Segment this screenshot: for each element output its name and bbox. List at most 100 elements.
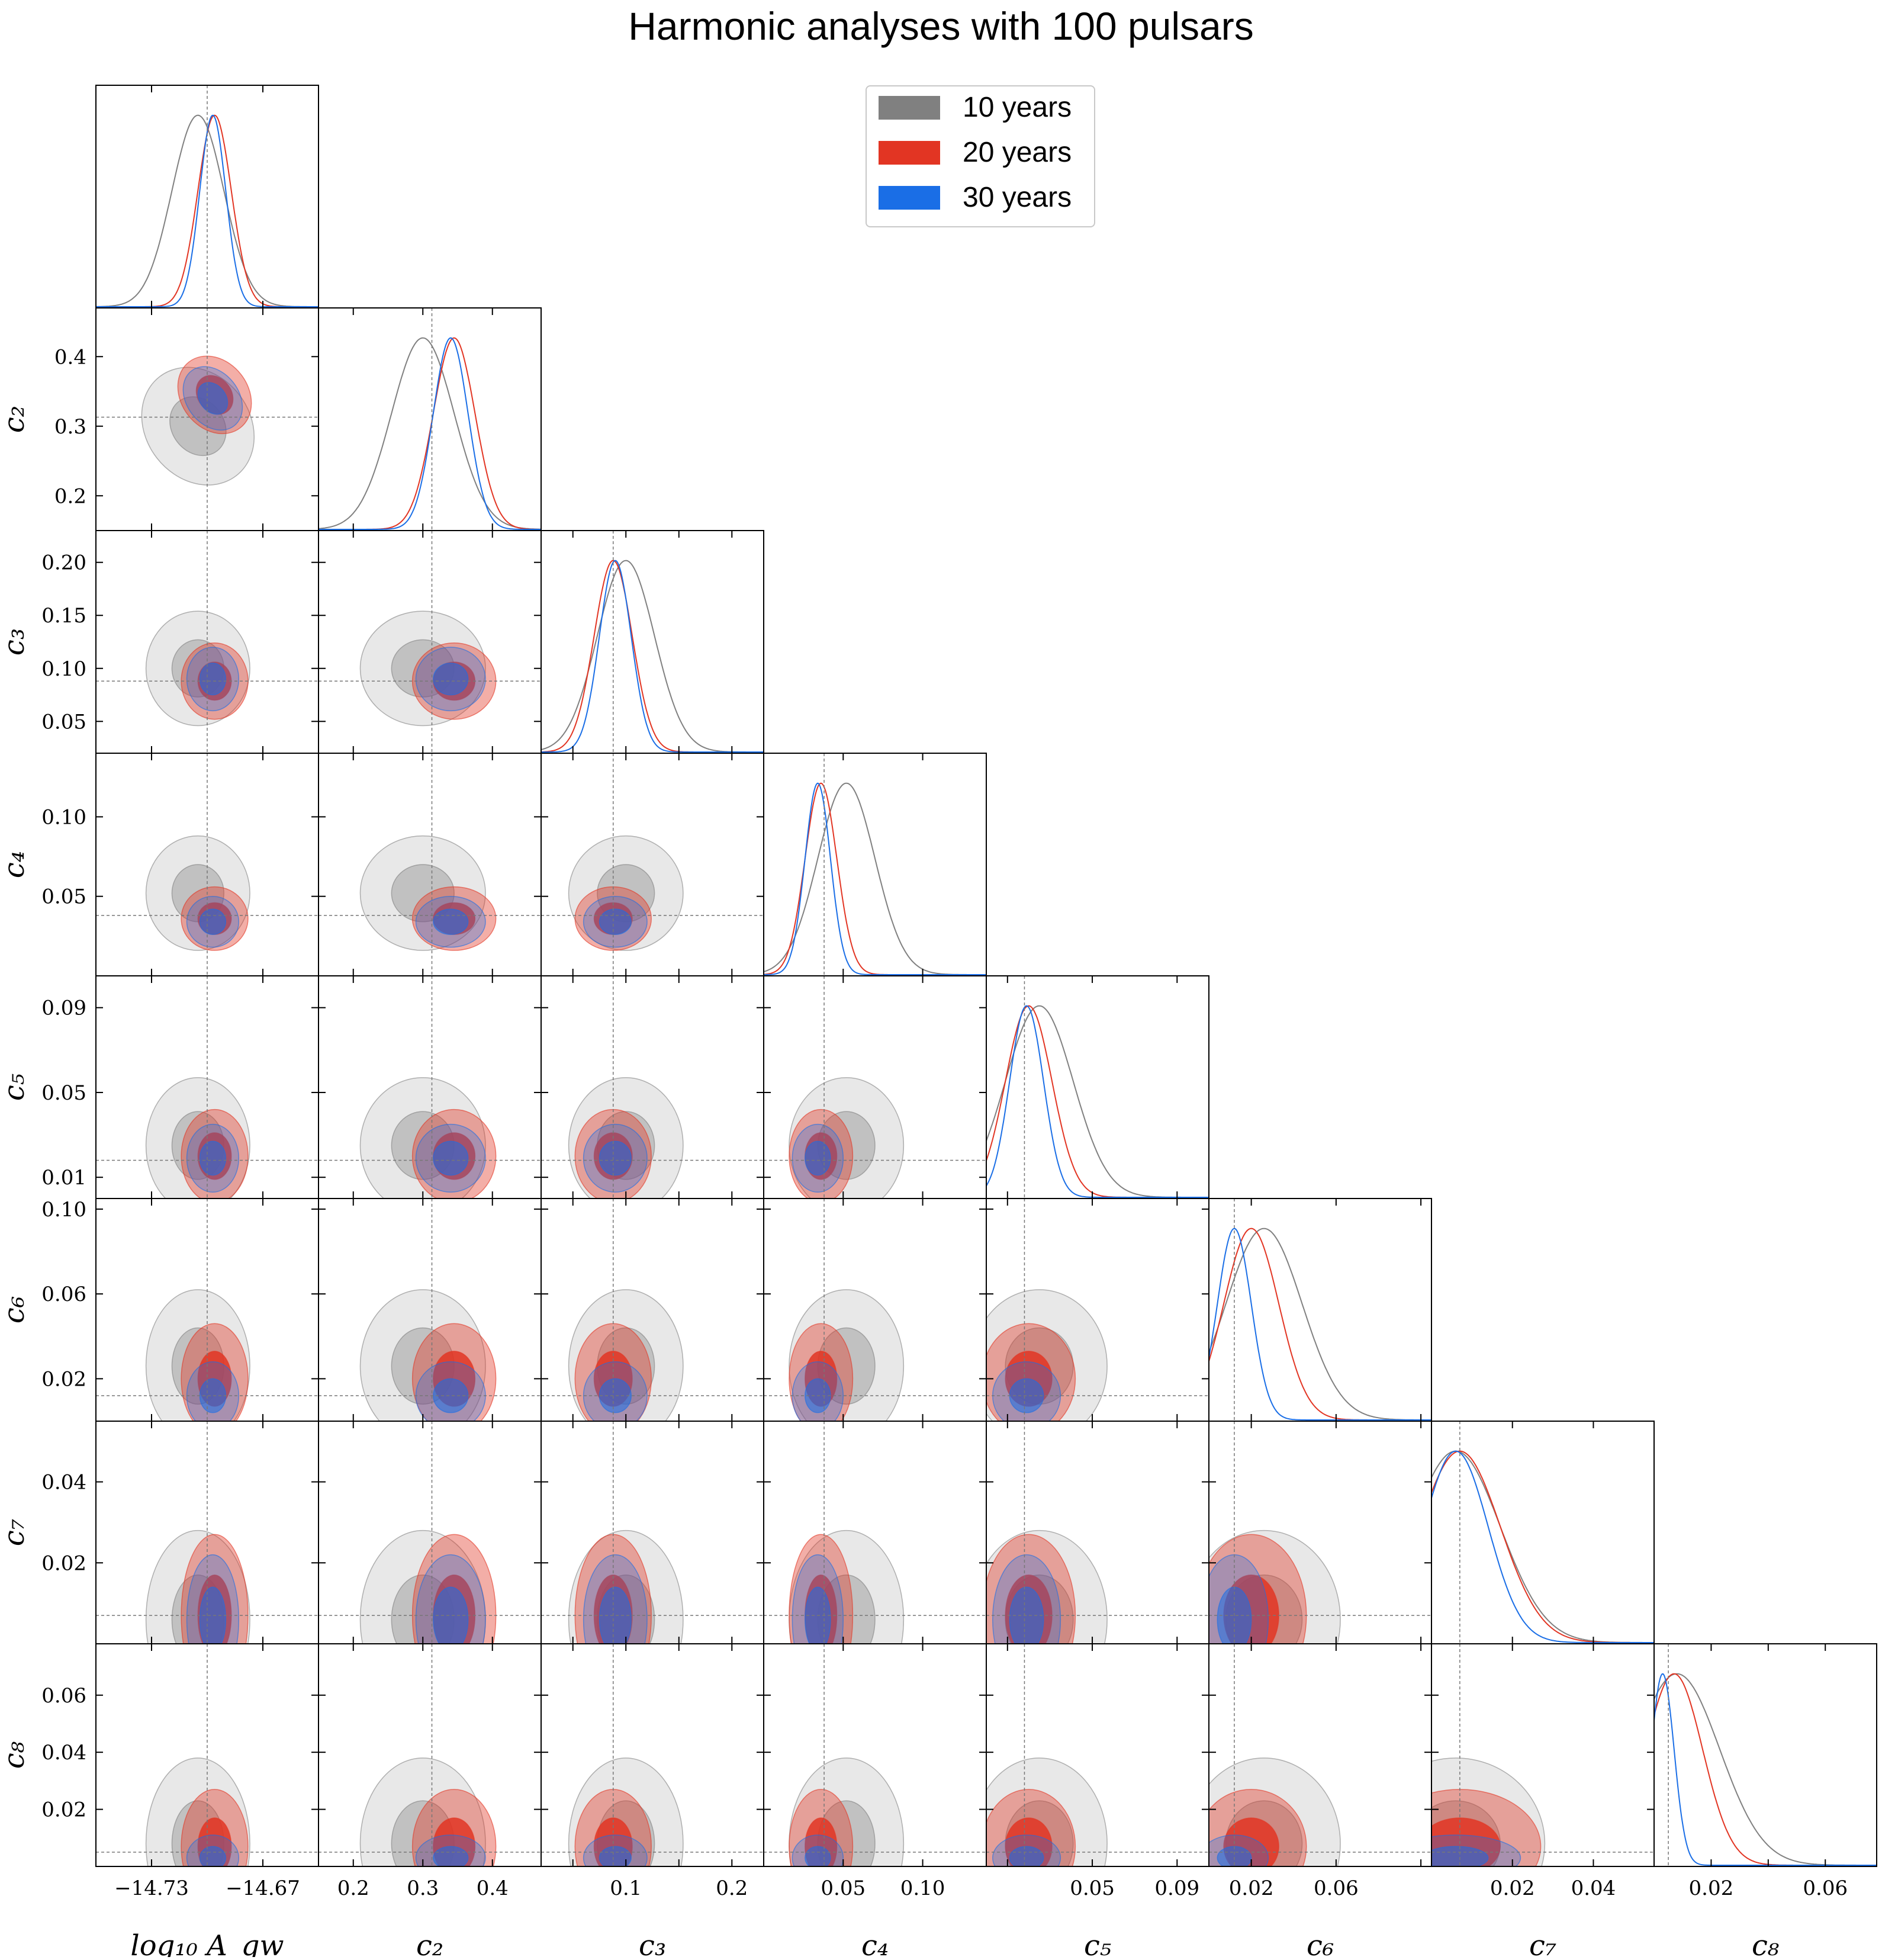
contour-30-years-68-log10_A_gw-c5 [199, 1140, 227, 1176]
panel-c4-vs-c5 [764, 976, 986, 1199]
marginal-log10_A_gw [96, 85, 319, 308]
legend-label-10-years: 10 years [963, 92, 1072, 123]
x-axis-label-c6: c₆ [1307, 1929, 1334, 1957]
panel-c2-vs-c8 [319, 1644, 541, 1866]
marginal-curve-10-years-c8 [1654, 1673, 1877, 1866]
legend-swatch-10-years [879, 96, 940, 120]
x-tick-label-c2: 0.2 [337, 1877, 369, 1900]
x-axis-label-c3: c₃ [639, 1929, 666, 1957]
panel-frame [541, 530, 764, 754]
contour-30-years-68-c4-c5 [805, 1140, 831, 1176]
marginal-c8 [1654, 1644, 1877, 1866]
x-tick-label-c3: 0.2 [716, 1877, 748, 1900]
panel-c4-vs-c8 [764, 1644, 986, 1866]
marginal-curve-30-years-c2 [319, 337, 541, 530]
marginal-curve-20-years-c8 [1654, 1673, 1877, 1866]
marginal-curve-30-years-c4 [764, 782, 986, 975]
panel-c6-vs-c8 [1209, 1644, 1431, 1866]
marginal-c7 [1431, 1421, 1654, 1644]
marginal-curve-30-years-c8 [1654, 1673, 1877, 1866]
contour-30-years-68-log10_A_gw-c4 [199, 908, 227, 935]
x-axis-label-c5: c₅ [1084, 1929, 1111, 1957]
x-tick-label-c7: 0.02 [1490, 1877, 1535, 1900]
marginal-c3 [541, 531, 764, 753]
y-tick-label-c8: 0.02 [41, 1798, 86, 1822]
x-tick-label-c6: 0.06 [1314, 1877, 1359, 1900]
y-tick-label-c2: 0.3 [54, 415, 86, 439]
x-tick-label-c5: 0.09 [1154, 1877, 1199, 1900]
panel-frame [763, 753, 987, 976]
marginal-curve-30-years-c6 [1209, 1228, 1431, 1421]
marginal-curve-30-years-c7 [1431, 1450, 1654, 1643]
y-tick-label-c6: 0.02 [41, 1367, 86, 1391]
legend: 10 years 20 years 30 years [866, 85, 1095, 227]
contour-30-years-68-c2-c8 [433, 1846, 469, 1866]
marginal-c2 [319, 308, 541, 531]
y-tick-label-c2: 0.2 [54, 484, 86, 508]
x-tick-label-c4: 0.05 [821, 1877, 866, 1900]
y-axis-label-c8: c₈ [0, 1741, 31, 1769]
contour-30-years-68-c4-c8 [805, 1846, 831, 1866]
x-tick-label-c8: 0.06 [1803, 1877, 1848, 1900]
x-tick-label-c3: 0.1 [610, 1877, 642, 1900]
y-axis-label-c5: c₅ [0, 1074, 31, 1101]
x-tick-label-c4: 0.10 [900, 1877, 945, 1900]
marginal-curve-20-years-c3 [541, 560, 764, 753]
panel-c4-vs-c7 [764, 1421, 986, 1644]
panel-log10_A_gw-vs-c7 [96, 1421, 319, 1644]
contour-30-years-68-log10_A_gw-c3 [199, 663, 227, 696]
y-tick-label-c3: 0.20 [41, 551, 86, 575]
y-tick-label-c4: 0.05 [41, 885, 86, 909]
x-tick-label-c2: 0.4 [477, 1877, 509, 1900]
x-tick-label-c2: 0.3 [407, 1877, 439, 1900]
panel-c6-vs-c7 [1209, 1421, 1431, 1644]
contour-30-years-68-log10_A_gw-c2 [197, 382, 229, 415]
panel-log10_A_gw-vs-c2 [96, 308, 319, 531]
panel-frame [986, 975, 1209, 1199]
panel-log10_A_gw-vs-c8 [96, 1644, 319, 1866]
y-tick-label-c2: 0.4 [54, 345, 86, 369]
panel-c4-vs-c6 [764, 1199, 986, 1421]
x-axis-label-c7: c₇ [1529, 1929, 1556, 1957]
panel-c5-vs-c8 [986, 1644, 1209, 1866]
panel-c2-vs-c6 [319, 1199, 541, 1421]
contour-30-years-68-log10_A_gw-c7 [199, 1586, 227, 1644]
y-tick-label-c6: 0.06 [41, 1283, 86, 1306]
x-tick-label-log10_A_gw: −14.73 [114, 1877, 189, 1900]
panel-c5-vs-c6 [986, 1199, 1209, 1421]
contour-30-years-68-c3-c4 [599, 908, 632, 935]
panel-c2-vs-c5 [319, 976, 541, 1199]
panel-log10_A_gw-vs-c4 [96, 753, 319, 976]
panel-log10_A_gw-vs-c3 [96, 531, 319, 753]
y-tick-label-c4: 0.10 [41, 805, 86, 829]
marginal-c4 [764, 753, 986, 976]
contour-30-years-68-c3-c5 [599, 1140, 632, 1176]
y-tick-label-c3: 0.05 [41, 710, 86, 734]
contour-30-years-68-c2-c3 [433, 663, 469, 696]
panel-c3-vs-c8 [541, 1644, 764, 1866]
panel-frame [318, 307, 542, 531]
y-tick-label-c3: 0.10 [41, 657, 86, 681]
x-axis-label-c4: c₄ [861, 1929, 889, 1957]
marginal-curve-10-years-c4 [764, 782, 986, 975]
x-tick-label-c8: 0.02 [1689, 1877, 1734, 1900]
legend-item-30-years: 30 years [879, 182, 1092, 213]
marginal-curve-20-years-c4 [764, 782, 986, 975]
panel-c3-vs-c6 [541, 1199, 764, 1421]
contour-30-years-68-c4-c7 [805, 1586, 831, 1644]
panel-log10_A_gw-vs-c5 [96, 976, 319, 1199]
y-tick-label-c5: 0.09 [41, 997, 86, 1020]
marginal-curve-10-years-c7 [1431, 1450, 1654, 1643]
panel-c2-vs-c3 [319, 531, 541, 753]
y-tick-label-c5: 0.01 [41, 1166, 86, 1190]
marginal-curve-30-years-c3 [541, 560, 764, 753]
panel-c5-vs-c7 [986, 1421, 1209, 1644]
panel-frame [1208, 1198, 1432, 1422]
y-tick-label-c7: 0.02 [41, 1551, 86, 1575]
marginal-curve-10-years-log10_A_gw [96, 114, 319, 307]
contour-30-years-68-c2-c4 [433, 908, 469, 935]
legend-item-20-years: 20 years [879, 137, 1092, 168]
marginal-curve-10-years-c2 [319, 337, 541, 530]
